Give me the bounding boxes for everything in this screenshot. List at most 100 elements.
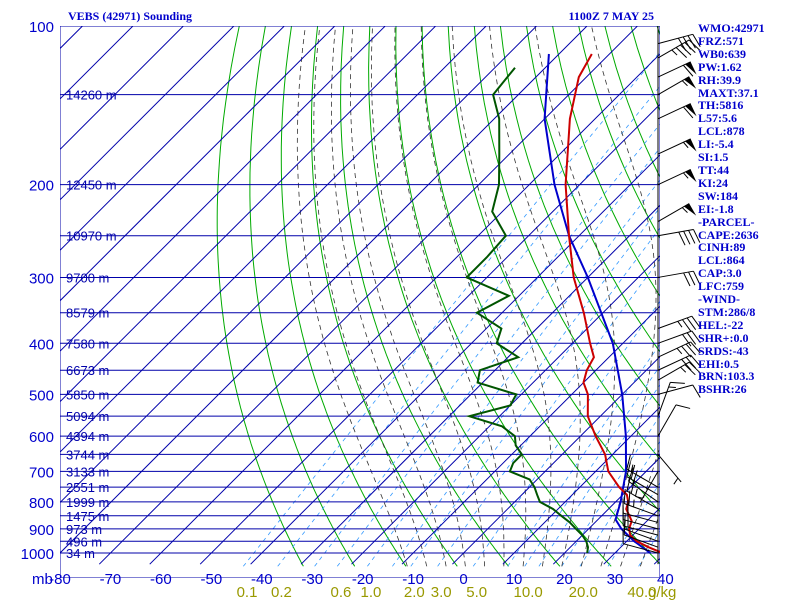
wind-barb-full	[685, 356, 697, 369]
dry-adiabat-line	[311, 26, 458, 567]
index-item: LCL:864	[698, 253, 745, 268]
temperature-tick-label: -40	[251, 571, 273, 588]
mixing-ratio-line	[472, 300, 660, 567]
height-label: 2551 m	[66, 480, 109, 495]
wind-barb-full	[693, 270, 701, 285]
wind-barb-pennant	[685, 169, 697, 183]
temperature-tick-label: -60	[150, 571, 172, 588]
mixing-ratio-label: 0.6	[331, 584, 352, 600]
index-item: WMO:42971	[698, 21, 765, 35]
wind-barb-full	[681, 345, 692, 358]
isotherm-line	[60, 26, 286, 252]
index-item: FRZ:571	[698, 33, 744, 48]
height-label: 9700 m	[66, 270, 109, 285]
wind-barb	[657, 454, 682, 485]
wind-barb	[657, 381, 685, 417]
mixing-ratio-line	[277, 85, 660, 567]
temperature-tick-label: -70	[100, 571, 122, 588]
wind-barb-full	[686, 332, 697, 345]
wind-barb-staff	[657, 39, 690, 59]
index-item: EI:-1.8	[698, 201, 734, 216]
pressure-tick-label: 600	[29, 429, 54, 446]
wind-barb-staff	[628, 480, 659, 503]
wind-barb-staff	[657, 454, 682, 483]
wind-barb-half	[682, 141, 689, 149]
wind-barb-staff	[623, 543, 659, 554]
index-item: -WIND-	[698, 292, 740, 307]
wind-barb-staff	[657, 361, 690, 381]
wind-barb-half	[668, 386, 676, 389]
height-label: 6673 m	[66, 363, 109, 378]
header: VEBS (42971) Sounding 1100Z 7 MAY 25	[68, 9, 654, 23]
height-label: 3744 m	[66, 447, 109, 462]
wind-barb-full	[632, 470, 638, 485]
sounding-time: 1100Z 7 MAY 25	[569, 9, 654, 23]
temperature-tick-label: 0	[459, 571, 467, 588]
wind-barb-staff	[657, 103, 691, 120]
wind-barb	[657, 33, 701, 51]
pressure-tick-label: 1000	[21, 546, 54, 563]
wind-barb	[657, 228, 701, 246]
temperature-tick-label: 10	[506, 571, 523, 588]
wind-barb-full	[687, 35, 696, 49]
wind-barb-staff	[626, 468, 659, 488]
height-label: 14260 m	[66, 88, 117, 103]
mixing-ratio-unit-label: g/kg	[648, 584, 676, 600]
wind-barb-pennant	[685, 61, 697, 75]
index-item: BRN:103.3	[698, 369, 755, 384]
wind-barb-half	[671, 49, 678, 56]
height-label: 7580 m	[66, 336, 109, 351]
mixing-ratio-label: 2.0	[404, 584, 425, 600]
index-item: LI:-5.4	[698, 137, 734, 152]
wind-barb-staff	[657, 341, 691, 358]
mixing-ratio-label: 20.0	[569, 584, 598, 600]
isotherm-line	[60, 26, 588, 554]
wind-barb-half	[635, 495, 643, 499]
moist-adiabat-line	[331, 26, 447, 567]
isotherm-line	[552, 456, 660, 565]
wind-barb	[622, 529, 659, 554]
wind-barb-full	[683, 272, 691, 287]
index-item: SRDS:-43	[698, 343, 749, 358]
isotherm-line	[98, 26, 639, 565]
isotherm-line	[250, 154, 660, 565]
index-item: RH:39.9	[698, 72, 741, 87]
temperature-tick-label: -20	[352, 571, 374, 588]
wind-barbs	[622, 26, 701, 565]
wind-barb-full	[626, 476, 631, 492]
wind-barb	[626, 454, 659, 488]
plot-frame	[60, 26, 660, 578]
wind-barb	[657, 341, 701, 358]
wind-barb-full	[686, 317, 697, 330]
wind-barb	[657, 384, 701, 398]
wind-barb-full	[670, 381, 685, 384]
wind-barb-full	[690, 354, 701, 367]
index-item: MAXT:37.1	[698, 85, 759, 100]
wind-barb-full	[685, 343, 697, 356]
temperature-tick-label: -80	[49, 571, 71, 588]
isotherm-line	[60, 26, 538, 504]
temperature-tick-label: -50	[201, 571, 223, 588]
mixing-ratio-line	[367, 179, 660, 567]
index-item: LCL:878	[698, 124, 745, 139]
wind-barb-full	[681, 358, 692, 371]
wind-barb-full	[626, 462, 631, 477]
isotherm-line	[149, 53, 660, 565]
wind-barb-staff	[657, 404, 677, 437]
wind-barb-pennant	[685, 138, 697, 152]
index-item: SW:184	[698, 188, 739, 203]
wind-barb-staff	[626, 476, 659, 496]
pressure-tick-label: 100	[29, 19, 54, 36]
sounding-title: VEBS (42971) Sounding	[68, 9, 192, 23]
dry-adiabat-line	[340, 26, 509, 567]
wind-barb-staff	[657, 330, 692, 344]
wind-barb	[657, 203, 697, 222]
wind-barb-staff	[657, 33, 693, 45]
wind-barb	[657, 76, 697, 96]
mixing-ratio-line	[437, 258, 660, 567]
index-item: HEL:-22	[698, 317, 744, 332]
wind-barb	[622, 498, 659, 523]
mixing-ratio-label: 5.0	[466, 584, 487, 600]
wind-barb-half	[676, 347, 683, 355]
